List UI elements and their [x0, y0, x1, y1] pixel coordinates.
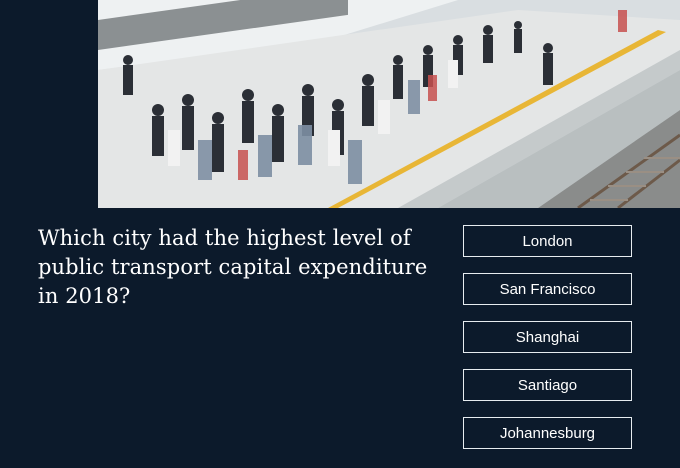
quiz-question: Which city had the highest level of publ…	[38, 226, 428, 308]
option-santiago[interactable]: Santiago	[463, 369, 632, 401]
answer-options: London San Francisco Shanghai Santiago J…	[463, 225, 632, 449]
option-shanghai[interactable]: Shanghai	[463, 321, 632, 353]
option-london[interactable]: London	[463, 225, 632, 257]
option-johannesburg[interactable]: Johannesburg	[463, 417, 632, 449]
platform-illustration	[98, 0, 680, 208]
train-station-photo	[98, 0, 680, 208]
option-san-francisco[interactable]: San Francisco	[463, 273, 632, 305]
